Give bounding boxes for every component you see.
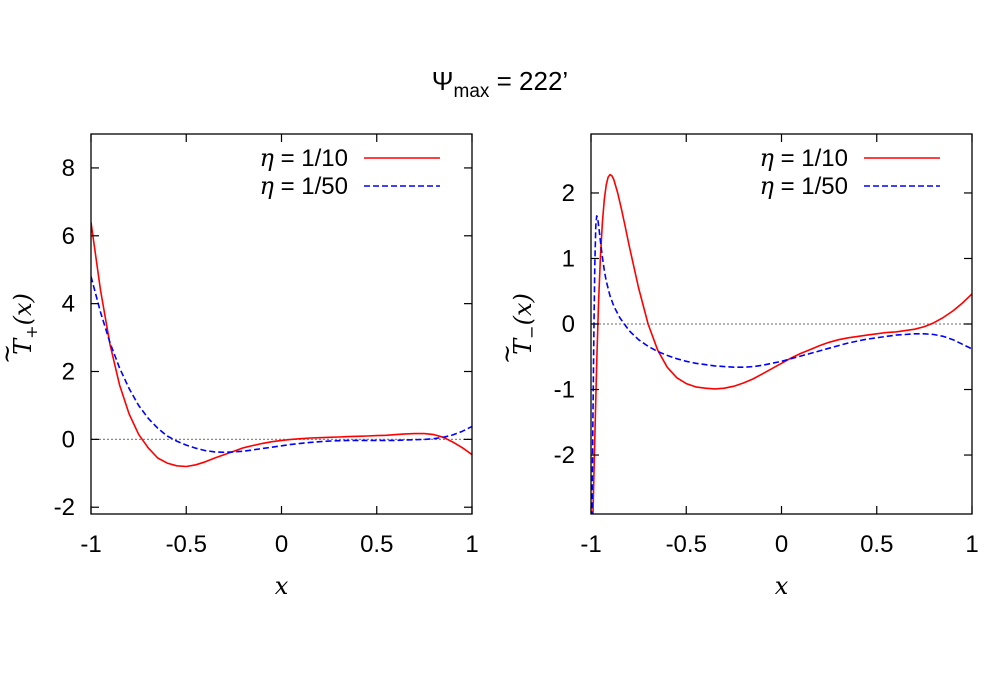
y-tick-label: 8	[62, 155, 75, 182]
y-axis-label: T+(x)	[9, 293, 41, 355]
x-tick-label: -0.5	[666, 531, 707, 558]
x-tick-label: 1	[965, 531, 978, 558]
series-line-1	[91, 222, 472, 468]
x-tick-label: 0	[275, 531, 288, 558]
x-axis-label: x	[775, 572, 789, 600]
series-line-2	[591, 215, 972, 514]
title-subscript: max	[453, 81, 490, 102]
x-tick-label: 0.5	[360, 531, 393, 558]
y-tick-label: 0	[62, 426, 75, 453]
y-axis-label: T−(x)	[509, 293, 541, 355]
y-tick-label: -2	[54, 494, 75, 521]
x-axis-label: x	[275, 572, 289, 600]
legend-label-2: η = 1/50	[260, 172, 348, 200]
y-tick-label: 6	[62, 223, 75, 250]
x-tick-label: 1	[465, 531, 478, 558]
title-value: = 222’	[489, 66, 569, 96]
series-line-2	[91, 276, 472, 454]
y-tick-label: 2	[62, 359, 75, 386]
x-tick-label: 0	[775, 531, 788, 558]
x-tick-label: 0.5	[860, 531, 893, 558]
y-tick-label: 4	[62, 291, 75, 318]
legend-label-1: η = 1/10	[760, 144, 848, 172]
y-tick-label: -1	[554, 377, 575, 404]
x-tick-label: -1	[580, 531, 601, 558]
y-tick-label: -2	[554, 442, 575, 469]
x-tick-label: -0.5	[166, 531, 207, 558]
y-tick-label: 0	[562, 311, 575, 338]
legend-label-2: η = 1/50	[760, 172, 848, 200]
y-axis-tilde: ~	[493, 344, 521, 364]
series-line-1	[592, 173, 972, 514]
legend-label-1: η = 1/10	[260, 144, 348, 172]
x-tick-label: -1	[80, 531, 101, 558]
figure-title: Ψmax = 222’	[0, 66, 1000, 103]
y-tick-label: 2	[562, 180, 575, 207]
y-tick-label: 1	[562, 245, 575, 272]
title-psi: Ψ	[431, 66, 454, 96]
chart-panel-left: -1 -0.5 0 0.5 1 -2 0 2 4 6 8 x T+(x)~ η = 1/10η = 1/5…	[0, 133, 479, 600]
y-axis-tilde: ~	[0, 344, 21, 364]
